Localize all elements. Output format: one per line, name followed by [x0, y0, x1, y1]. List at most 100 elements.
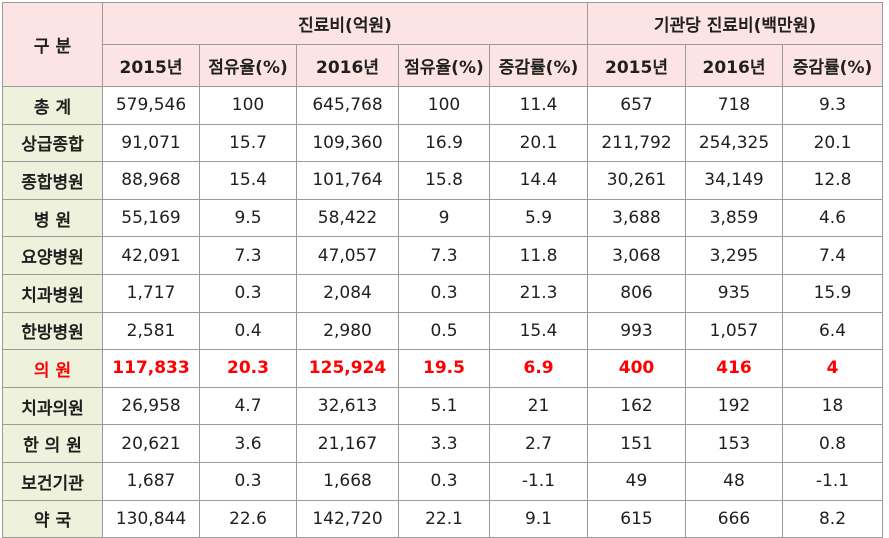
row-label: 한 의 원 — [2, 424, 103, 463]
header-row-columns: 2015년 점유율(%) 2016년 점유율(%) 증감률(%) 2015년 2… — [3, 44, 883, 87]
table-cell: 416 — [685, 349, 783, 388]
table-cell: 49 — [587, 461, 686, 501]
table-cell: 1,687 — [102, 461, 200, 501]
table-cell: 3,859 — [685, 198, 783, 238]
table-cell: 32,613 — [296, 386, 399, 426]
col-header: 2016년 — [296, 44, 399, 87]
table-cell: 48 — [685, 461, 783, 501]
table-cell: 11.4 — [489, 86, 588, 125]
table-row: 상급종합 91,071 15.7 109,360 16.9 20.1 211,792 254,… — [2, 123, 883, 163]
table-cell: 21,167 — [296, 424, 399, 463]
table-cell: 3.6 — [199, 424, 297, 463]
table-cell: 15.8 — [398, 161, 490, 200]
table-row: 한 의 원 20,621 3.6 21,167 3.3 2.7 151 153 0.8 — [2, 424, 883, 463]
row-label: 약 국 — [2, 499, 103, 538]
row-label: 총 계 — [2, 86, 103, 125]
table-cell: 21 — [489, 386, 588, 426]
table-cell: 993 — [587, 311, 686, 351]
table-cell: 11.8 — [489, 236, 588, 275]
table-cell: 14.4 — [489, 161, 588, 200]
row-label: 의 원 — [2, 349, 103, 388]
table-cell: 55,169 — [102, 198, 200, 238]
table-row: 치과병원 1,717 0.3 2,084 0.3 21.3 806 935 15.9 — [2, 273, 883, 313]
table-cell: 0.5 — [398, 311, 490, 351]
table-body: 총 계 579,546 100 645,768 100 11.4 657 718 9.3 상급종합… — [2, 86, 883, 538]
table-cell: 30,261 — [587, 161, 686, 200]
category-header: 구 분 — [2, 2, 103, 87]
table-cell: 153 — [685, 424, 783, 463]
table-cell: 22.1 — [398, 499, 490, 538]
table-cell: 12.8 — [782, 161, 883, 200]
col-header: 점유율(%) — [398, 44, 490, 87]
table-cell: 100 — [199, 86, 297, 125]
table-row: 의 원 117,833 20.3 125,924 19.5 6.9 400 416 4 — [2, 349, 883, 388]
table-cell: 0.4 — [199, 311, 297, 351]
col-header: 증감률(%) — [782, 44, 883, 87]
col-header: 증감률(%) — [489, 44, 588, 87]
table-cell: 20.3 — [199, 349, 297, 388]
table-cell: 0.3 — [199, 461, 297, 501]
table-cell: 6.4 — [782, 311, 883, 351]
table-cell: 7.3 — [398, 236, 490, 275]
table-cell: 400 — [587, 349, 686, 388]
table-cell: 3,068 — [587, 236, 686, 275]
table-cell: 91,071 — [102, 123, 200, 163]
table-cell: 0.3 — [199, 273, 297, 313]
table-cell: 657 — [587, 86, 686, 125]
table-cell: 9.3 — [782, 86, 883, 125]
row-label: 한방병원 — [2, 311, 103, 351]
table-cell: 151 — [587, 424, 686, 463]
table-cell: 4 — [782, 349, 883, 388]
col-header: 점유율(%) — [199, 44, 297, 87]
table-row: 요양병원 42,091 7.3 47,057 7.3 11.8 3,068 3,295 7.4 — [2, 236, 883, 275]
table-cell: 718 — [685, 86, 783, 125]
table-cell: 3,295 — [685, 236, 783, 275]
table-cell: 26,958 — [102, 386, 200, 426]
table-cell: 4.6 — [782, 198, 883, 238]
table-row: 병 원 55,169 9.5 58,422 9 5.9 3,688 3,859 4.6 — [2, 198, 883, 238]
table-row: 약 국 130,844 22.6 142,720 22.1 9.1 615 666 8.2 — [2, 499, 883, 538]
table-cell: 8.2 — [782, 499, 883, 538]
table-cell: 645,768 — [296, 86, 399, 125]
table-cell: 7.4 — [782, 236, 883, 275]
col-header: 2015년 — [102, 44, 200, 87]
table-cell: 162 — [587, 386, 686, 426]
table-cell: 22.6 — [199, 499, 297, 538]
table-cell: 100 — [398, 86, 490, 125]
table-row: 한방병원 2,581 0.4 2,980 0.5 15.4 993 1,057 6.4 — [2, 311, 883, 351]
table-cell: 9.5 — [199, 198, 297, 238]
table-cell: 0.3 — [398, 461, 490, 501]
table-cell: 806 — [587, 273, 686, 313]
row-label: 치과의원 — [2, 386, 103, 426]
col-header: 2015년 — [587, 44, 686, 87]
table-cell: 5.9 — [489, 198, 588, 238]
table-cell: 615 — [587, 499, 686, 538]
table-cell: 6.9 — [489, 349, 588, 388]
table-cell: 58,422 — [296, 198, 399, 238]
table-cell: 18 — [782, 386, 883, 426]
row-label: 요양병원 — [2, 236, 103, 275]
row-label: 종합병원 — [2, 161, 103, 200]
table-cell: 2,581 — [102, 311, 200, 351]
table-cell: 5.1 — [398, 386, 490, 426]
header-row-groups: 구 분 진료비(억원) 기관당 진료비(백만원) — [2, 2, 883, 87]
table-row: 총 계 579,546 100 645,768 100 11.4 657 718 9.3 — [2, 86, 883, 125]
table-cell: 47,057 — [296, 236, 399, 275]
table-cell: 15.4 — [489, 311, 588, 351]
table-cell: 935 — [685, 273, 783, 313]
table-cell: 125,924 — [296, 349, 399, 388]
table-cell: 579,546 — [102, 86, 200, 125]
table-cell: 3.3 — [398, 424, 490, 463]
table-cell: 42,091 — [102, 236, 200, 275]
table-cell: 9.1 — [489, 499, 588, 538]
table-cell: 109,360 — [296, 123, 399, 163]
table-cell: 4.7 — [199, 386, 297, 426]
table-cell: 2,084 — [296, 273, 399, 313]
per-institution-group-header: 기관당 진료비(백만원) — [587, 2, 883, 45]
table-row: 종합병원 88,968 15.4 101,764 15.8 14.4 30,261 34,14… — [2, 161, 883, 200]
table-cell: 7.3 — [199, 236, 297, 275]
table-cell: 254,325 — [685, 123, 783, 163]
table-cell: 9 — [398, 198, 490, 238]
table-cell: 2,980 — [296, 311, 399, 351]
